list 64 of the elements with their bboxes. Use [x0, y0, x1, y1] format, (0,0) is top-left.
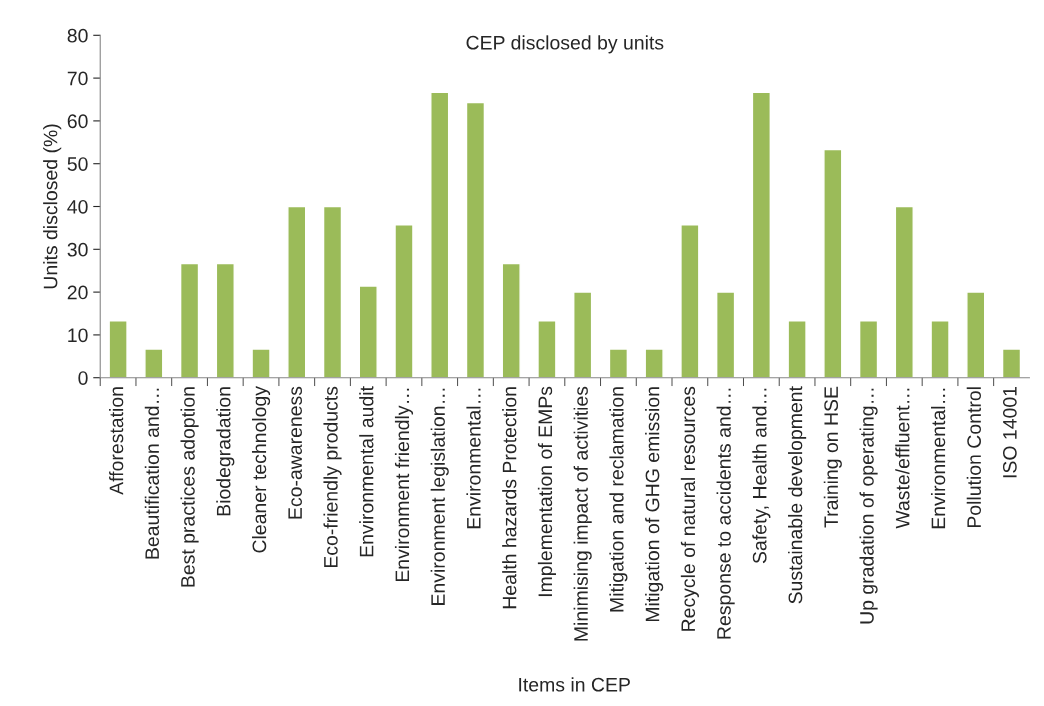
bar	[715, 291, 736, 378]
bar	[858, 320, 879, 378]
x-tick-label: Waste/effluent…	[895, 388, 910, 529]
bar	[358, 285, 378, 378]
bar	[394, 224, 414, 378]
x-axis-title: Items in CEP	[519, 677, 630, 692]
bar	[179, 262, 200, 378]
bar	[823, 148, 843, 378]
x-tick-label: Environmental…	[466, 388, 481, 529]
x-tick-label: Best practices adoption	[180, 387, 199, 587]
x-tick-label: Minimising impact of activities	[573, 386, 592, 641]
bar	[608, 348, 629, 378]
x-tick-label: ISO 14001	[1002, 386, 1017, 478]
bar	[108, 320, 128, 378]
x-tick-label: Sustainable development	[788, 386, 807, 604]
bar	[465, 101, 486, 378]
x-tick-label: Implementation of EMPs	[537, 386, 556, 597]
x-tick-label: Response to accidents and…	[716, 388, 735, 639]
y-tick-label: 10	[68, 328, 88, 343]
x-tick-label: Pollution Control	[966, 387, 981, 528]
bar	[930, 320, 950, 378]
bar	[787, 320, 807, 378]
x-tick-label: Cleaner technology	[251, 386, 271, 553]
bar	[501, 262, 521, 378]
x-tick-label: Mitigation and reclamation	[609, 387, 628, 612]
y-tick-label: 80	[67, 28, 88, 43]
x-tick-label: Safety, Health and…	[752, 388, 771, 564]
chart-title: CEP disclosed by units	[466, 35, 664, 54]
bar	[144, 348, 164, 378]
y-tick-label: 0	[78, 371, 88, 385]
y-tick-label: 40	[67, 199, 88, 214]
x-tick-label: Training on HSE	[823, 386, 842, 528]
bar	[644, 348, 664, 378]
x-tick-label: Environmental audit	[359, 386, 374, 557]
x-tick-label: Up gradation of operating…	[859, 388, 878, 624]
bar	[966, 291, 986, 378]
bar	[251, 348, 271, 378]
bar	[680, 224, 700, 378]
x-tick-label: Eco-awareness	[288, 386, 302, 519]
bar	[430, 91, 450, 378]
bar	[287, 205, 307, 378]
y-tick-label: 20	[67, 285, 88, 300]
bar	[1001, 348, 1022, 378]
x-tick-label: Environmental…	[930, 388, 946, 529]
x-tick-label: Recycle of natural resources	[680, 386, 699, 631]
y-tick-label: 30	[67, 242, 88, 257]
bar	[322, 205, 343, 378]
x-tick-label: Biodegradation	[216, 387, 235, 516]
y-tick-label: 60	[67, 114, 88, 129]
y-axis-title: Units disclosed (%)	[43, 124, 62, 289]
y-tick-label: 70	[67, 71, 88, 86]
x-tick-label: Beautification and…	[144, 388, 160, 559]
x-tick-label: Environment legislation…	[430, 388, 449, 605]
bar	[751, 91, 771, 378]
x-tick-label: Mitigation of GHG emission	[645, 387, 664, 622]
x-tick-label: Eco-friendly products	[323, 386, 342, 568]
x-tick-label: Environment friendly…	[394, 388, 414, 582]
bar	[894, 205, 914, 378]
y-tick-label: 50	[67, 157, 88, 171]
bar	[573, 291, 593, 378]
bar	[215, 262, 235, 378]
x-tick-label: Afforestation	[109, 387, 124, 495]
bar	[537, 320, 557, 378]
x-tick-label: Health hazards Protection	[502, 387, 517, 609]
